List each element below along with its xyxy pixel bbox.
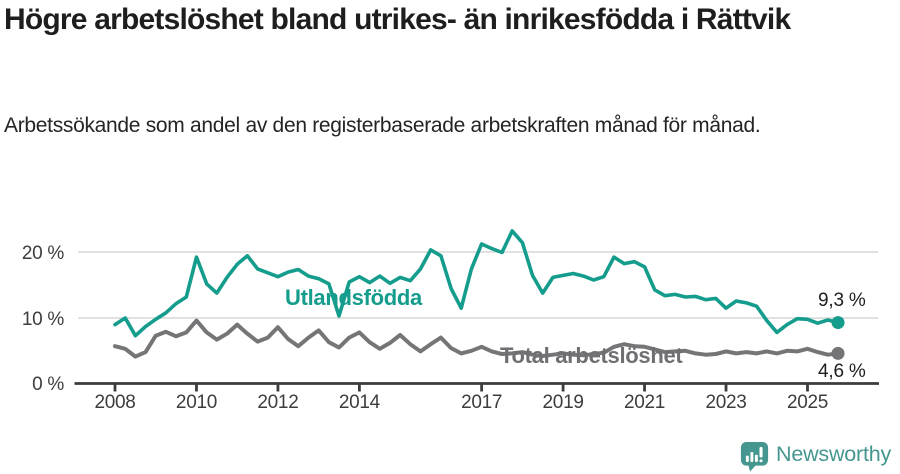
x-tick-label: 2008 — [94, 392, 136, 413]
y-tick-label: 20 % — [21, 243, 64, 264]
newsworthy-brand-text: Newsworthy — [776, 442, 892, 466]
total-end-value-label: 4,6 % — [818, 361, 866, 382]
page-title: Högre arbetslöshet bland utrikes- än inr… — [4, 3, 791, 36]
total-series-label: Total arbetslöshet — [500, 343, 683, 368]
y-tick-label: 10 % — [21, 309, 64, 330]
utlandsfodda-end-dot — [831, 316, 845, 330]
newsworthy-logo: Newsworthy — [740, 441, 891, 472]
page-subtitle: Arbetssökande som andel av den registerb… — [4, 114, 761, 137]
utlandsfodda-end-value-label: 9,3 % — [818, 290, 866, 311]
x-tick-label: 2025 — [786, 392, 829, 413]
total-end-dot — [831, 346, 845, 360]
utlandsfodda-line — [113, 229, 840, 338]
x-tick-label: 2012 — [257, 392, 299, 413]
y-tick-label: 0 % — [32, 374, 64, 395]
x-tick-label: 2023 — [705, 392, 747, 413]
x-tick-label: 2019 — [542, 392, 584, 413]
x-tick-label: 2021 — [624, 392, 666, 413]
x-tick-label: 2014 — [338, 392, 380, 413]
total-arbetsloshet-line — [113, 318, 840, 359]
newsworthy-bubble-chart-icon — [740, 442, 769, 472]
x-tick-label: 2017 — [461, 392, 503, 413]
x-tick-label: 2010 — [175, 392, 217, 413]
utlandsfodda-series-label: Utlandsfödda — [285, 285, 422, 310]
